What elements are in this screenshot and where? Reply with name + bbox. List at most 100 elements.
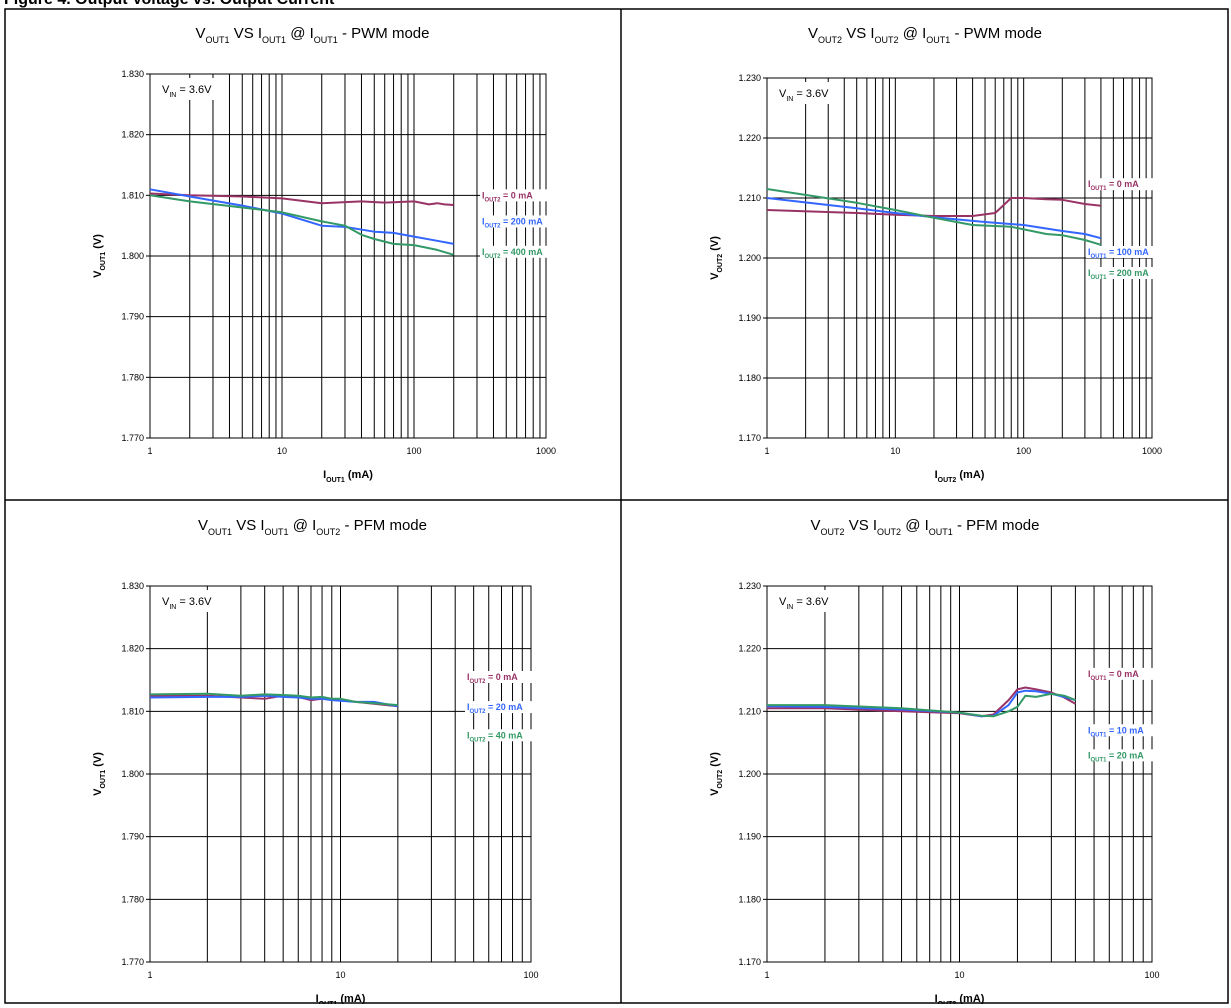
y-axis-label: VOUT2 (V): [709, 236, 724, 280]
series-line-3: [149, 692, 398, 707]
y-axis-label: VOUT1 (V): [92, 752, 107, 796]
series-label-bg: [1086, 667, 1158, 680]
series-label-bg: [1086, 178, 1158, 191]
chart-1: VOUT1 VS IOUT1 @ IOUT1 - PWM mode 1.770 1.…: [92, 25, 556, 484]
y-tick-label: 1.820: [121, 130, 144, 140]
series-line-2: [149, 188, 454, 245]
x-tick-label: 100: [406, 446, 421, 456]
series-label-bg: [465, 701, 537, 714]
series-label-1: IOUT1 = 0 mA: [1088, 669, 1139, 682]
x-tick-label: 1000: [1142, 446, 1162, 456]
x-tick-label: 100: [1016, 446, 1031, 456]
x-axis-label: IOUT2 (mA): [935, 993, 985, 1004]
chart-title: VOUT2 VS IOUT2 @ IOUT1 - PFM mode: [811, 517, 1040, 537]
y-tick-label: 1.220: [738, 644, 761, 654]
series-line-3: [766, 188, 1102, 246]
series-label-3: IOUT2 = 40 mA: [467, 730, 523, 743]
y-axis-label: VOUT2 (V): [709, 752, 724, 796]
series-label-bg: [1086, 267, 1158, 279]
x-tick-label: 10: [890, 446, 900, 456]
x-tick-label: 1: [147, 970, 152, 980]
vin-annotation: VIN = 3.6V: [779, 88, 829, 103]
y-axis-label: VOUT1 (V): [92, 234, 107, 278]
series-label-1: IOUT1 = 0 mA: [1088, 179, 1139, 192]
series-label-2: IOUT2 = 20 mA: [467, 702, 523, 715]
vin-annotation: VIN = 3.6V: [162, 596, 212, 611]
series-line-1: [149, 192, 454, 206]
series-label-2: IOUT2 = 200 mA: [482, 216, 543, 229]
x-tick-label: 100: [523, 970, 538, 980]
y-tick-label: 1.190: [738, 832, 761, 842]
chart-4: VOUT2 VS IOUT2 @ IOUT1 - PFM mode 1.170 1.…: [709, 517, 1160, 1004]
y-tick-label: 1.170: [738, 957, 761, 967]
x-axis-label: IOUT1 (mA): [316, 993, 366, 1004]
y-tick-label: 1.180: [738, 894, 761, 904]
series-line-2: [149, 694, 398, 708]
y-tick-label: 1.230: [738, 581, 761, 591]
y-tick-label: 1.770: [121, 433, 144, 443]
y-tick-label: 1.780: [121, 372, 144, 382]
series-line-1: [767, 686, 1076, 718]
series-line-3: [767, 692, 1076, 718]
y-tick-label: 1.170: [738, 433, 761, 443]
x-axis-label: IOUT2 (mA): [935, 469, 985, 484]
x-tick-label: 1: [147, 446, 152, 456]
y-tick-label: 1.210: [738, 706, 761, 716]
series-label-bg: [465, 671, 537, 683]
x-tick-label: 10: [954, 970, 964, 980]
y-tick-label: 1.200: [738, 253, 761, 263]
figure-grid: VOUT1 VS IOUT1 @ IOUT1 - PWM mode 1.770 1.…: [4, 8, 1229, 1004]
y-tick-label: 1.800: [121, 251, 144, 261]
annotation-box: [154, 590, 216, 612]
y-tick-label: 1.830: [121, 69, 144, 79]
x-tick-label: 10: [335, 970, 345, 980]
y-tick-label: 1.190: [738, 313, 761, 323]
series-label-bg: [1086, 724, 1158, 737]
series-label-bg: [465, 729, 537, 742]
series-label-3: IOUT1 = 20 mA: [1088, 750, 1144, 763]
x-axis-label: IOUT1 (mA): [323, 469, 373, 484]
chart-title: VOUT2 VS IOUT2 @ IOUT1 - PWM mode: [808, 25, 1042, 45]
chart-title: VOUT1 VS IOUT1 @ IOUT1 - PWM mode: [196, 25, 430, 45]
x-tick-label: 10: [277, 446, 287, 456]
vin-annotation: VIN = 3.6V: [779, 596, 829, 611]
chart-2: VOUT2 VS IOUT2 @ IOUT1 - PWM mode 1.170 1.…: [709, 25, 1162, 484]
x-tick-label: 100: [1144, 970, 1159, 980]
y-tick-label: 1.220: [738, 133, 761, 143]
annotation-box: [154, 78, 216, 100]
series-label-bg: [480, 215, 552, 228]
series-label-bg: [480, 245, 552, 258]
y-tick-label: 1.790: [121, 312, 144, 322]
series-label-2: IOUT1 = 10 mA: [1088, 725, 1144, 738]
y-tick-label: 1.770: [121, 957, 144, 967]
chart-3: VOUT1 VS IOUT1 @ IOUT2 - PFM mode 1.770 1.…: [92, 517, 539, 1004]
chart-title: VOUT1 VS IOUT1 @ IOUT2 - PFM mode: [198, 517, 427, 537]
annotation-box: [771, 82, 833, 104]
y-tick-label: 1.830: [121, 581, 144, 591]
series-label-3: IOUT2 = 400 mA: [482, 247, 543, 260]
series-label-1: IOUT2 = 0 mA: [482, 190, 533, 203]
y-tick-label: 1.820: [121, 644, 144, 654]
y-tick-label: 1.230: [738, 73, 761, 83]
series-label-2: IOUT1 = 100 mA: [1088, 247, 1149, 260]
series-label-bg: [1086, 749, 1158, 762]
series-label-bg: [480, 189, 552, 202]
series-label-bg: [1086, 246, 1158, 258]
x-tick-label: 1: [764, 446, 769, 456]
y-tick-label: 1.810: [121, 706, 144, 716]
series-label-1: IOUT2 = 0 mA: [467, 672, 518, 685]
y-tick-label: 1.210: [738, 193, 761, 203]
x-tick-label: 1: [764, 970, 769, 980]
y-tick-label: 1.810: [121, 190, 144, 200]
y-tick-label: 1.180: [738, 373, 761, 383]
y-tick-label: 1.790: [121, 832, 144, 842]
y-tick-label: 1.800: [121, 769, 144, 779]
page-title: Figure 4. Output Voltage vs. Output Curr…: [4, 0, 334, 9]
annotation-box: [771, 590, 833, 612]
y-tick-label: 1.780: [121, 894, 144, 904]
series-line-3: [149, 194, 454, 256]
series-line-1: [766, 197, 1102, 217]
y-tick-label: 1.200: [738, 769, 761, 779]
vin-annotation: VIN = 3.6V: [162, 84, 212, 99]
series-label-3: IOUT1 = 200 mA: [1088, 268, 1149, 281]
